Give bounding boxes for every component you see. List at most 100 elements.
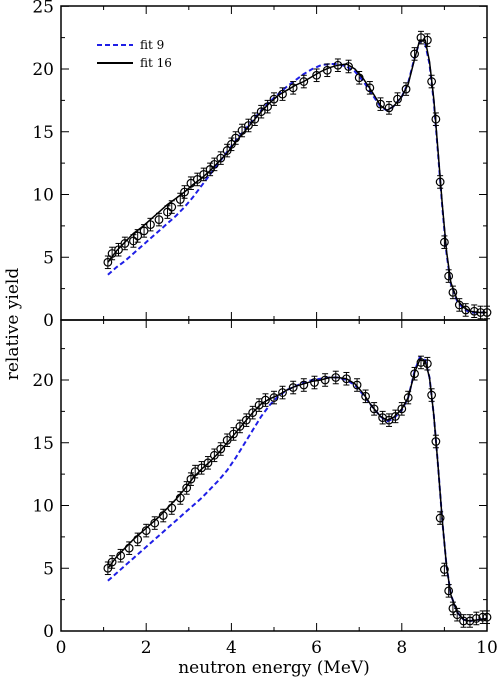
data-marker — [391, 411, 400, 421]
data-point — [158, 508, 168, 523]
legend-label-fit-9: fit 9 — [140, 38, 164, 52]
data-point — [352, 378, 362, 392]
data-marker — [203, 458, 213, 468]
data-point — [427, 388, 437, 402]
data-point — [133, 532, 143, 547]
data-marker — [107, 557, 117, 567]
data-point — [444, 584, 454, 598]
data-point — [403, 390, 413, 405]
data-marker — [454, 300, 464, 310]
data-point — [254, 398, 264, 412]
bottom-panel: 0 5 10 15 20 — [32, 319, 492, 642]
data-marker — [103, 257, 113, 267]
data-marker — [422, 35, 432, 45]
data-marker — [320, 375, 330, 385]
data-point — [216, 151, 226, 165]
data-marker — [216, 444, 226, 454]
data-marker — [124, 543, 134, 553]
data-point — [288, 81, 298, 95]
data-point — [310, 375, 319, 390]
data-marker — [141, 526, 151, 535]
y-tick-label: 15 — [32, 123, 54, 143]
x-tick-labels: 0 2 4 6 8 10 — [56, 638, 498, 658]
x-tick-label: 4 — [226, 638, 237, 658]
data-point — [263, 99, 273, 114]
data-marker — [158, 511, 168, 520]
data-point — [107, 246, 117, 261]
data-marker — [384, 415, 394, 425]
data-point — [107, 555, 117, 569]
x-axis-title: neutron energy (MeV) — [178, 658, 370, 678]
data-point — [397, 402, 407, 416]
data-marker — [435, 177, 445, 187]
data-point — [199, 167, 209, 182]
data-point — [237, 123, 247, 138]
x-tick-label: 10 — [476, 638, 498, 658]
data-marker — [448, 287, 458, 297]
data-point — [146, 217, 155, 232]
data-marker — [440, 565, 449, 574]
data-marker — [116, 551, 126, 561]
data-point — [229, 427, 238, 441]
data-point — [180, 185, 189, 199]
data-marker — [216, 153, 226, 163]
data-point — [440, 562, 449, 577]
data-point — [461, 303, 471, 317]
data-point — [192, 172, 202, 187]
data-point — [471, 611, 481, 626]
data-marker — [344, 62, 353, 71]
data-marker — [459, 616, 468, 626]
data-marker — [146, 220, 155, 230]
data-point — [427, 74, 437, 89]
y-tick-label: 15 — [32, 434, 54, 454]
data-point — [422, 33, 432, 47]
data-marker — [192, 175, 202, 184]
data-point — [256, 104, 266, 119]
data-point — [322, 63, 332, 78]
data-point — [312, 68, 322, 83]
data-marker — [231, 133, 241, 143]
data-marker — [310, 378, 319, 387]
data-marker — [376, 99, 385, 109]
data-marker — [397, 404, 407, 414]
data-marker — [269, 94, 279, 104]
data-marker — [269, 393, 279, 402]
data-point — [465, 614, 475, 628]
y-tick-label: 10 — [32, 497, 54, 517]
data-point — [197, 461, 206, 475]
plot-frame — [60, 5, 488, 321]
data-point — [269, 390, 279, 405]
data-marker — [154, 215, 164, 225]
data-point — [226, 137, 236, 152]
y-tick-label: 0 — [43, 311, 54, 331]
data-marker — [440, 237, 449, 247]
data-point — [384, 413, 394, 427]
data-marker — [120, 239, 130, 248]
data-marker — [190, 467, 200, 477]
data-marker — [288, 383, 298, 392]
data-point — [269, 92, 279, 106]
data-marker — [180, 187, 189, 197]
data-marker — [278, 388, 287, 397]
plot-frame — [60, 319, 488, 632]
data-point — [435, 511, 445, 525]
data-marker — [278, 89, 287, 99]
data-point — [431, 434, 441, 449]
data-marker — [384, 103, 394, 113]
data-point — [344, 59, 353, 74]
data-point — [190, 464, 200, 479]
data-point — [116, 548, 126, 563]
data-point — [331, 370, 341, 385]
data-marker — [482, 308, 492, 317]
data-point — [410, 366, 419, 381]
data-point — [241, 413, 251, 427]
data-marker — [431, 114, 441, 124]
data-marker — [365, 83, 375, 93]
data-point — [361, 389, 370, 404]
data-point — [203, 456, 213, 470]
data-marker — [361, 391, 370, 401]
y-tick-label: 20 — [32, 60, 54, 80]
data-marker — [393, 94, 402, 104]
top-panel: 0 5 10 15 20 25 — [32, 0, 492, 331]
data-marker — [199, 170, 209, 179]
